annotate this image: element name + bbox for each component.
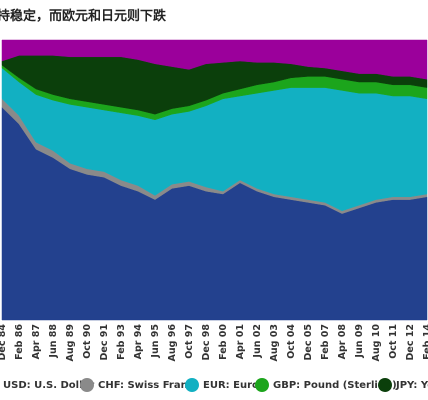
legend-label: CHF: Swiss Franc <box>98 380 194 391</box>
x-tick-label: Oct 90 <box>82 324 93 359</box>
legend: USD: U.S. Dollar CHF: Swiss Franc EUR: Eur… <box>3 378 428 392</box>
legend-label: EUR: Euro <box>203 380 259 391</box>
x-tick-label: Jun 88 <box>48 324 59 359</box>
x-tick-label: Aug 96 <box>167 324 178 362</box>
x-tick-label: Dec 12 <box>405 324 416 361</box>
x-tick-label: Apr 94 <box>133 324 144 360</box>
legend-marker <box>378 378 392 392</box>
legend-label: GBP: Pound (Sterling) <box>273 380 397 391</box>
x-tick-label: Oct 11 <box>388 324 399 359</box>
x-tick-label: Oct 04 <box>286 324 297 359</box>
legend-marker <box>255 378 269 392</box>
x-tick-label: Apr 87 <box>31 324 42 359</box>
legend-marker <box>185 378 199 392</box>
x-tick-label: Jun 95 <box>150 324 161 359</box>
x-tick-label: Dec 05 <box>303 324 314 361</box>
x-tick-label: Aug 03 <box>269 324 280 361</box>
x-tick-label: Jun 02 <box>252 324 263 359</box>
x-tick-label: Feb 07 <box>320 324 331 360</box>
x-tick-label: Aug 10 <box>371 324 382 362</box>
legend-label: JPY: Ye <box>395 380 428 391</box>
plot-area <box>1 39 428 321</box>
x-tick-label: Dec 98 <box>201 324 212 361</box>
x-tick-label: Dec 91 <box>99 324 110 361</box>
x-tick-label: Aug 89 <box>65 324 76 361</box>
x-axis: Dec 84 Feb 86 Apr 87 Jun 88 Aug 89 Oct 90 Dec … <box>0 324 428 362</box>
x-tick-label: Feb 86 <box>14 324 25 360</box>
x-tick-label: Oct 97 <box>184 324 195 359</box>
x-tick-label: Feb 93 <box>116 324 127 360</box>
area-layer <box>1 39 428 80</box>
x-tick-label: Feb 00 <box>218 324 229 360</box>
x-tick-label: Apr 01 <box>235 324 246 359</box>
x-tick-label: Jun 09 <box>354 324 365 359</box>
legend-marker <box>80 378 94 392</box>
x-tick-label: Apr 08 <box>337 324 348 360</box>
legend-label: USD: U.S. Dollar <box>3 380 94 391</box>
x-tick-label: Feb 14 <box>422 324 428 360</box>
chart-title: 持稳定，而欧元和日元则下跌 <box>0 8 167 24</box>
x-tick-label: Dec 84 <box>0 324 8 361</box>
